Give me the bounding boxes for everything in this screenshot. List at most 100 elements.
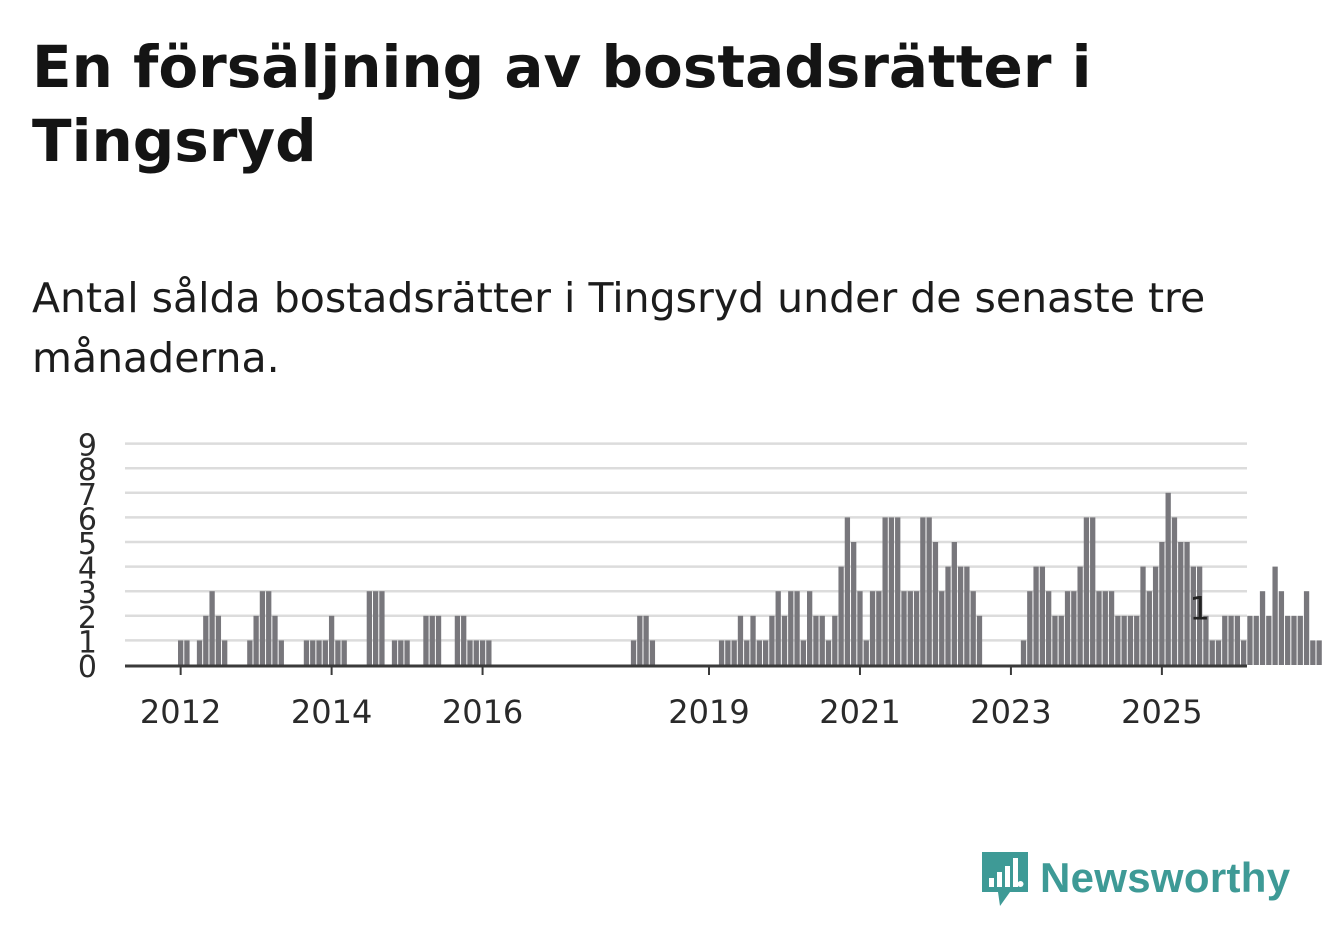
bar	[1159, 542, 1165, 665]
x-axis-ticks: 2012 2014 2016 2019 2021 2023 2025	[140, 667, 1203, 731]
y-tick-label: 6	[78, 502, 97, 537]
bar	[322, 640, 328, 665]
bar	[643, 615, 649, 665]
bar	[800, 640, 807, 665]
bar	[1171, 517, 1178, 665]
x-tick-label: 2025	[1121, 693, 1202, 731]
x-tick-label: 2019	[668, 693, 749, 731]
bar	[1058, 615, 1064, 665]
bar	[1165, 492, 1171, 665]
bar	[876, 591, 882, 665]
bar	[1247, 615, 1253, 665]
bar	[1115, 615, 1121, 665]
bar	[1052, 615, 1058, 665]
bar	[1253, 615, 1259, 665]
bar	[1228, 615, 1234, 665]
y-tick-label: 2	[78, 601, 97, 636]
chart-subtitle: Antal sålda bostadsrätter i Tingsryd und…	[32, 274, 1206, 382]
bar	[1083, 517, 1090, 665]
bar	[1077, 566, 1083, 665]
bar	[1020, 640, 1027, 665]
bar	[844, 517, 851, 665]
bar	[266, 591, 272, 665]
bar	[473, 640, 479, 665]
bar	[901, 591, 907, 665]
bar	[366, 591, 372, 665]
y-tick-label: 0	[78, 650, 97, 685]
bar	[1285, 615, 1291, 665]
bar	[869, 591, 876, 665]
bar	[882, 517, 888, 665]
bar	[1297, 615, 1303, 665]
bar	[278, 640, 284, 665]
x-tick-label: 2023	[970, 693, 1051, 731]
bar	[781, 615, 788, 665]
bar	[1184, 542, 1190, 665]
bar	[630, 640, 637, 665]
bar	[857, 591, 863, 665]
bar	[744, 640, 750, 665]
bar	[479, 640, 486, 665]
newsworthy-logo-icon	[982, 852, 1028, 906]
gridlines	[125, 442, 1247, 642]
bar	[1033, 566, 1039, 665]
bar	[215, 615, 222, 665]
bar	[637, 615, 643, 665]
bar	[372, 591, 379, 665]
bar	[467, 640, 473, 665]
bar	[649, 640, 656, 665]
bar	[1046, 591, 1052, 665]
bar	[750, 615, 756, 665]
bar	[895, 517, 901, 665]
bar	[957, 566, 964, 665]
bar	[913, 591, 920, 665]
bar	[335, 640, 341, 665]
bar	[435, 615, 442, 665]
bar	[1134, 615, 1140, 665]
bar	[970, 591, 976, 665]
bar	[184, 640, 190, 665]
y-tick-label: 1	[78, 625, 97, 660]
bar	[939, 591, 945, 665]
bar	[1102, 591, 1108, 665]
bar	[951, 542, 957, 665]
y-tick-label: 7	[78, 478, 97, 513]
bar	[762, 640, 769, 665]
bar	[1310, 640, 1316, 665]
bar	[1203, 615, 1209, 665]
bar	[1039, 566, 1046, 665]
bar	[398, 640, 404, 665]
bar	[788, 591, 794, 665]
bar	[863, 640, 869, 665]
bar	[807, 591, 813, 665]
bar	[1278, 591, 1285, 665]
bar	[976, 615, 983, 665]
bar	[1108, 591, 1115, 665]
bar	[316, 640, 322, 665]
bar	[1209, 640, 1215, 665]
bar	[454, 615, 461, 665]
brand-name: Newsworthy	[1040, 854, 1291, 901]
y-tick-label: 4	[78, 552, 97, 587]
bar	[851, 542, 857, 665]
bar	[341, 640, 347, 665]
bar	[731, 640, 737, 665]
x-tick-label: 2016	[442, 693, 523, 731]
bar	[196, 640, 203, 665]
bar	[1178, 542, 1184, 665]
bar	[1190, 566, 1196, 665]
bar	[1272, 566, 1278, 665]
last-value-annotation: 1	[1189, 589, 1209, 627]
chart-title: En försäljning av bostadsrätter i Tingsr…	[32, 33, 1092, 175]
bar	[209, 591, 215, 665]
bar	[832, 615, 838, 665]
bar	[1222, 615, 1228, 665]
bar	[1121, 615, 1127, 665]
bar	[310, 640, 316, 665]
bar	[1152, 566, 1159, 665]
bar	[272, 615, 278, 665]
y-tick-label: 8	[78, 453, 97, 488]
x-tick-label: 2021	[819, 693, 900, 731]
bar	[1064, 591, 1071, 665]
